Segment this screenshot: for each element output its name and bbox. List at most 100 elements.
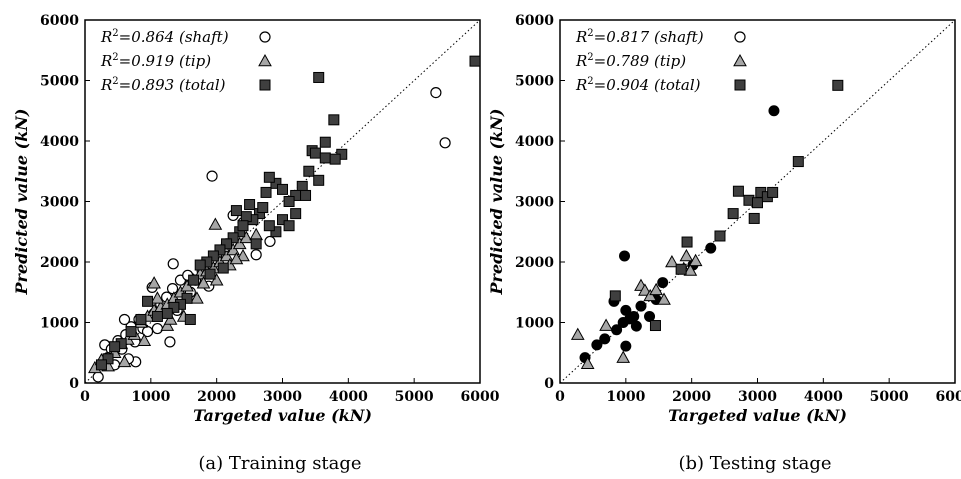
legend: R2=0.817 (shaft) R2=0.789 (tip) R2=0.904 (… bbox=[575, 28, 746, 94]
y-tick-label: 4000 bbox=[515, 134, 554, 150]
data-point-shaft bbox=[265, 236, 275, 246]
data-point-total bbox=[291, 209, 301, 219]
data-point-total bbox=[793, 157, 803, 167]
x-axis-label: Targeted value (kN) bbox=[193, 406, 372, 425]
data-point-total bbox=[728, 209, 738, 219]
x-tick-label: 3000 bbox=[738, 389, 777, 405]
y-axis-label: Predicted value (kN) bbox=[12, 109, 31, 296]
legend-entry-total: R2=0.893 (total) bbox=[100, 76, 226, 94]
y-tick-label: 5000 bbox=[515, 74, 554, 90]
legend-marker-shaft bbox=[260, 32, 270, 42]
x-tick-label: 1000 bbox=[131, 389, 170, 405]
data-point-shaft bbox=[600, 334, 610, 344]
data-point-total bbox=[162, 308, 172, 318]
x-tick-label: 3000 bbox=[263, 389, 302, 405]
data-point-total bbox=[238, 221, 248, 231]
data-point-total bbox=[185, 314, 195, 324]
data-point-total bbox=[143, 296, 153, 306]
data-point-total bbox=[733, 186, 743, 196]
legend-marker-total bbox=[260, 80, 270, 90]
data-point-total bbox=[96, 360, 106, 370]
x-tick-label: 2000 bbox=[197, 389, 236, 405]
x-tick-label: 5000 bbox=[395, 389, 434, 405]
data-point-shaft bbox=[621, 341, 631, 351]
data-point-total bbox=[314, 72, 324, 82]
x-tick-label: 6000 bbox=[461, 389, 500, 405]
x-tick-label: 4000 bbox=[804, 389, 843, 405]
y-tick-label: 3000 bbox=[40, 195, 79, 211]
data-point-total bbox=[189, 275, 199, 285]
data-point-shaft bbox=[152, 324, 162, 334]
data-point-shaft bbox=[629, 311, 639, 321]
legend: R2=0.864 (shaft) R2=0.919 (tip) R2=0.893 (… bbox=[100, 28, 271, 94]
data-point-shaft bbox=[706, 243, 716, 253]
data-point-shaft bbox=[645, 311, 655, 321]
y-axis-label: Predicted value (kN) bbox=[487, 109, 506, 296]
data-point-total bbox=[231, 206, 241, 216]
data-point-shaft bbox=[658, 278, 668, 288]
data-point-total bbox=[768, 187, 778, 197]
legend-entry-tip: R2=0.789 (tip) bbox=[575, 52, 686, 70]
data-point-total bbox=[676, 264, 686, 274]
chart-training: 00 1000 1000 2000 2000 3000 3000 4000 4000 5000 50… bbox=[12, 13, 500, 425]
data-point-shaft bbox=[769, 106, 779, 116]
y-tick-label: 1000 bbox=[40, 316, 79, 332]
data-point-tip bbox=[572, 329, 584, 340]
caption-training: (a) Training stage bbox=[198, 453, 361, 474]
data-point-total bbox=[320, 137, 330, 147]
legend-marker-shaft bbox=[735, 32, 745, 42]
x-tick-label: 1000 bbox=[606, 389, 645, 405]
data-point-total bbox=[136, 314, 146, 324]
data-point-shaft bbox=[440, 138, 450, 148]
legend-marker-tip bbox=[259, 55, 271, 66]
data-point-total bbox=[753, 198, 763, 208]
data-point-shaft bbox=[631, 321, 641, 331]
legend-entry-shaft: R2=0.817 (shaft) bbox=[575, 28, 704, 46]
legend-marker-total bbox=[735, 80, 745, 90]
data-point-total bbox=[241, 212, 251, 222]
data-point-shaft bbox=[207, 171, 217, 181]
data-point-shaft bbox=[431, 88, 441, 98]
data-point-total bbox=[833, 80, 843, 90]
legend-entry-shaft: R2=0.864 (shaft) bbox=[100, 28, 229, 46]
data-point-total bbox=[470, 56, 480, 66]
y-tick-label: 1000 bbox=[515, 316, 554, 332]
data-point-shaft bbox=[251, 250, 261, 260]
data-point-total bbox=[251, 239, 261, 249]
x-tick-label: 4000 bbox=[329, 389, 368, 405]
x-tick-label: 5000 bbox=[870, 389, 909, 405]
data-point-total bbox=[195, 260, 205, 270]
x-tick-label: 2000 bbox=[672, 389, 711, 405]
chart-testing: 00 1000 1000 2000 2000 3000 3000 4000 4000 5000 50… bbox=[487, 13, 961, 425]
y-tick-label: 2000 bbox=[515, 255, 554, 271]
legend-entry-tip: R2=0.919 (tip) bbox=[100, 52, 211, 70]
data-point-total bbox=[261, 187, 271, 197]
series-shaft bbox=[580, 106, 779, 363]
data-point-total bbox=[152, 311, 162, 321]
y-tick-label: 0 bbox=[544, 376, 554, 392]
data-point-total bbox=[110, 342, 120, 352]
data-point-total bbox=[126, 327, 136, 337]
data-point-total bbox=[264, 172, 274, 182]
y-tick-label: 2000 bbox=[40, 255, 79, 271]
data-point-total bbox=[682, 237, 692, 247]
data-point-shaft bbox=[620, 251, 630, 261]
series-total bbox=[96, 56, 480, 370]
data-point-total bbox=[205, 269, 215, 279]
y-tick-label: 6000 bbox=[515, 13, 554, 29]
data-point-total bbox=[304, 166, 314, 176]
data-point-shaft bbox=[165, 337, 175, 347]
data-point-total bbox=[650, 321, 660, 331]
data-point-total bbox=[610, 291, 620, 301]
data-point-shaft bbox=[120, 314, 130, 324]
data-point-total bbox=[245, 200, 255, 210]
legend-entry-total: R2=0.904 (total) bbox=[575, 76, 701, 94]
data-point-shaft bbox=[93, 372, 103, 382]
data-point-total bbox=[320, 153, 330, 163]
data-point-total bbox=[284, 197, 294, 207]
x-tick-label: 0 bbox=[555, 389, 565, 405]
data-point-tip bbox=[250, 229, 262, 240]
data-point-tip bbox=[617, 352, 629, 363]
data-point-tip bbox=[209, 218, 221, 229]
